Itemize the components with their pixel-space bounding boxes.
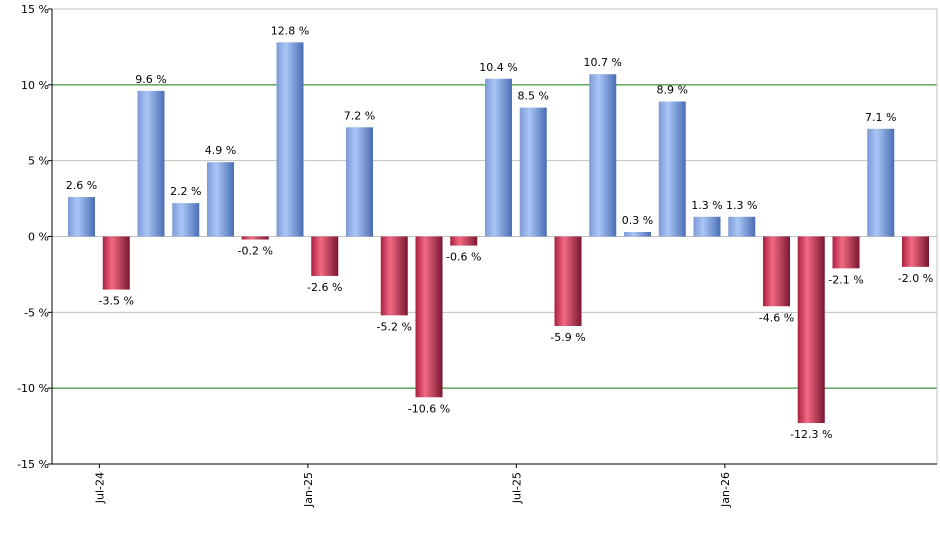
positive-bar <box>624 231 651 237</box>
labels-layer: 15 % 10 % 5 % 0 % -5 % -10 % -15 % 2.6 % -3.5 % 9… <box>17 3 933 508</box>
negative-bar <box>554 236 582 326</box>
positive-bar <box>693 216 721 237</box>
positive-bar <box>207 162 234 237</box>
negative-bar <box>450 236 478 246</box>
bar-value-label: -2.1 % <box>828 273 863 286</box>
positive-bar <box>68 197 95 237</box>
x-tick-label: Jul-24 <box>93 472 106 504</box>
bar-value-label: -5.9 % <box>550 331 585 344</box>
negative-bar <box>415 236 443 398</box>
bar-value-label: -2.0 % <box>898 272 933 285</box>
y-tick-label: -15 % <box>17 458 49 471</box>
negative-bar <box>241 236 269 240</box>
positive-bar <box>728 216 756 237</box>
y-tick-label: 5 % <box>28 155 49 168</box>
bar-value-label: -0.6 % <box>446 251 481 264</box>
y-tick-label: 10 % <box>21 79 49 92</box>
y-tick-label: -10 % <box>17 382 49 395</box>
positive-bar <box>867 128 895 237</box>
negative-bar <box>763 236 790 307</box>
bar-value-label: 10.7 % <box>584 56 622 69</box>
bar-value-label: -0.2 % <box>238 245 273 258</box>
bar-value-label: 12.8 % <box>271 24 309 37</box>
bar-value-label: -10.6 % <box>408 402 450 415</box>
bar-value-label: -3.5 % <box>99 295 134 308</box>
bar-value-label: 8.9 % <box>657 84 688 97</box>
x-tick-label: Jul-25 <box>510 472 523 504</box>
y-tick-label: 15 % <box>21 3 49 16</box>
bars-layer <box>68 42 929 424</box>
bar-value-label: 4.9 % <box>205 144 236 157</box>
bar-value-label: 9.6 % <box>135 73 166 86</box>
positive-bar <box>658 101 686 237</box>
positive-bar <box>346 127 373 237</box>
negative-bar <box>311 236 339 276</box>
y-tick-label: -5 % <box>24 306 49 319</box>
negative-bar <box>102 236 130 290</box>
bar-value-label: 7.1 % <box>865 111 896 124</box>
positive-bar <box>172 203 200 237</box>
negative-bar <box>797 236 825 424</box>
negative-bar <box>902 236 929 267</box>
bar-value-label: -2.6 % <box>307 281 342 294</box>
bar-value-label: 0.3 % <box>622 214 653 227</box>
bar-value-label: -4.6 % <box>759 311 794 324</box>
bar-value-label: -12.3 % <box>790 428 832 441</box>
bar-value-label: 1.3 % <box>726 199 757 212</box>
axis-layer <box>48 8 937 468</box>
bar-value-label: 10.4 % <box>479 61 517 74</box>
positive-bar <box>519 107 547 237</box>
positive-bar <box>137 90 165 237</box>
bar-value-label: 1.3 % <box>691 199 722 212</box>
positive-bar <box>276 42 304 237</box>
x-tick-label: Jan-26 <box>719 472 732 508</box>
x-tick-label: Jan-25 <box>302 472 315 508</box>
bar-value-label: 8.5 % <box>518 90 549 103</box>
positive-bar <box>485 78 512 237</box>
bar-value-label: -5.2 % <box>377 320 412 333</box>
bar-value-label: 7.2 % <box>344 109 375 122</box>
positive-bar <box>589 74 617 237</box>
negative-bar <box>832 236 860 269</box>
y-tick-label: 0 % <box>28 231 49 244</box>
bar-value-label: 2.6 % <box>66 179 97 192</box>
negative-bar <box>380 236 408 316</box>
bar-value-label: 2.2 % <box>170 185 201 198</box>
